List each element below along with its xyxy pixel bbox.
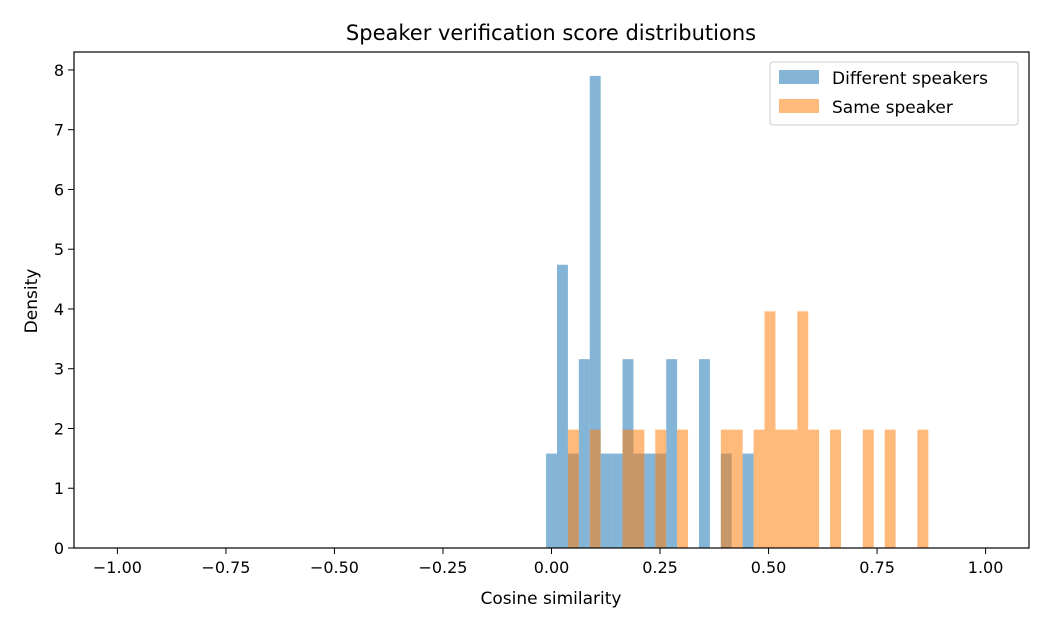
bar-same-speaker-13 <box>808 429 820 548</box>
bar-same-speaker-0 <box>567 429 579 548</box>
chart-title: Speaker verification score distributions <box>346 21 756 45</box>
bar-same-speaker-6 <box>720 429 732 548</box>
bar-different-speakers-15 <box>742 453 754 548</box>
y-tick-label-5: 5 <box>54 240 64 259</box>
x-tick-label-7: 0.75 <box>859 558 895 577</box>
bar-same-speaker-12 <box>797 311 809 548</box>
x-tick-label-5: 0.25 <box>642 558 678 577</box>
bar-same-speaker-3 <box>633 429 645 548</box>
bar-different-speakers-9 <box>644 453 656 548</box>
bar-different-speakers-1 <box>557 264 568 548</box>
y-tick-label-2: 2 <box>54 419 64 438</box>
x-axis-label: Cosine similarity <box>481 589 622 609</box>
bar-same-speaker-5 <box>677 429 689 548</box>
legend-swatch-different-speakers <box>779 70 819 84</box>
bar-same-speaker-7 <box>731 429 743 548</box>
legend-frame <box>769 61 1019 126</box>
x-tick-label-6: 0.50 <box>751 558 787 577</box>
y-axis-label: Density <box>22 269 42 334</box>
y-tick-label-1: 1 <box>54 479 64 498</box>
bar-same-speaker-4 <box>655 429 667 548</box>
bar-different-speakers-0 <box>546 453 557 548</box>
bar-same-speaker-1 <box>589 429 601 548</box>
bar-different-speakers-4 <box>589 75 601 549</box>
bar-same-speaker-11 <box>786 429 798 548</box>
legend-swatch-same-speaker <box>779 99 819 113</box>
y-tick-label-3: 3 <box>54 360 64 379</box>
legend-label-same-speaker: Same speaker <box>832 98 953 118</box>
y-tick-label-8: 8 <box>54 61 64 80</box>
x-tick-label-8: 1.00 <box>968 558 1004 577</box>
bar-same-speaker-2 <box>622 429 634 548</box>
y-tick-label-7: 7 <box>54 121 64 140</box>
bar-same-speaker-16 <box>884 429 896 548</box>
x-tick-label-2: −0.50 <box>310 558 359 577</box>
y-tick-label-0: 0 <box>54 539 64 558</box>
bar-different-speakers-3 <box>578 359 590 548</box>
bar-different-speakers-13 <box>698 359 710 548</box>
bar-same-speaker-10 <box>775 429 787 548</box>
bar-different-speakers-11 <box>666 359 678 548</box>
bar-same-speaker-17 <box>917 429 929 548</box>
bar-different-speakers-5 <box>600 453 612 548</box>
bar-same-speaker-15 <box>862 429 874 548</box>
y-tick-label-4: 4 <box>54 300 64 319</box>
legend-label-different-speakers: Different speakers <box>832 69 988 89</box>
x-tick-label-0: −1.00 <box>93 558 142 577</box>
bar-same-speaker-8 <box>753 429 765 548</box>
bar-same-speaker-14 <box>830 429 841 548</box>
axes-layer: −1.00 −0.75 −0.50 −0.25 0.00 0.25 0.50 0.75 1.00… <box>54 51 1030 577</box>
bars-layer <box>546 75 929 549</box>
x-tick-label-3: −0.25 <box>418 558 467 577</box>
y-tick-label-6: 6 <box>54 180 64 199</box>
bar-different-speakers-6 <box>611 453 623 548</box>
legend: Different speakers Same speaker <box>769 61 1019 126</box>
x-tick-label-4: 0.00 <box>534 558 570 577</box>
x-tick-label-1: −0.75 <box>201 558 250 577</box>
bar-same-speaker-9 <box>764 311 776 548</box>
